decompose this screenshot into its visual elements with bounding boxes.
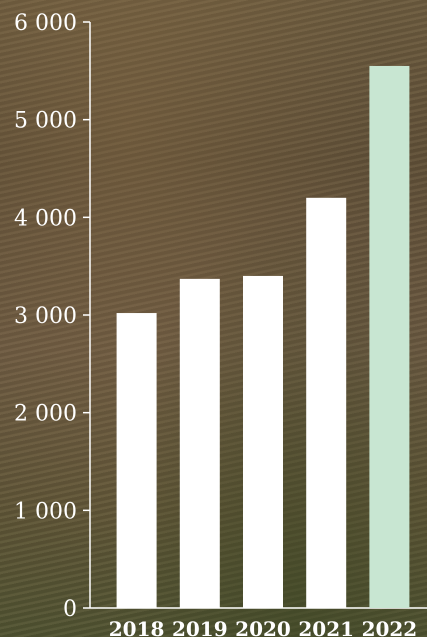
y-axis-ticks: 0 1 000 2 000 3 000 4 000 5 000 6 000 — [14, 11, 90, 622]
x-tick-label-2021: 2021 — [298, 617, 354, 637]
y-tick-label: 5 000 — [14, 109, 77, 134]
bars — [116, 65, 410, 609]
y-tick-label: 3 000 — [14, 304, 77, 329]
y-tick-label: 0 — [63, 597, 77, 622]
y-tick-label: 4 000 — [14, 206, 77, 231]
bar-2020 — [243, 275, 283, 608]
bar-2018 — [116, 313, 157, 608]
bar-2019 — [179, 278, 220, 608]
bar-2022 — [369, 65, 410, 608]
x-axis-labels: 2018 2019 2020 2021 2022 — [109, 617, 417, 637]
x-tick-label-2019: 2019 — [172, 617, 228, 637]
x-tick-label-2020: 2020 — [235, 617, 291, 637]
x-tick-label-2022: 2022 — [362, 617, 418, 637]
y-tick-label: 1 000 — [14, 499, 77, 524]
y-tick-label: 2 000 — [14, 402, 77, 427]
bar-2021 — [306, 197, 347, 609]
x-tick-label-2018: 2018 — [109, 617, 165, 637]
y-tick-label: 6 000 — [14, 11, 77, 36]
